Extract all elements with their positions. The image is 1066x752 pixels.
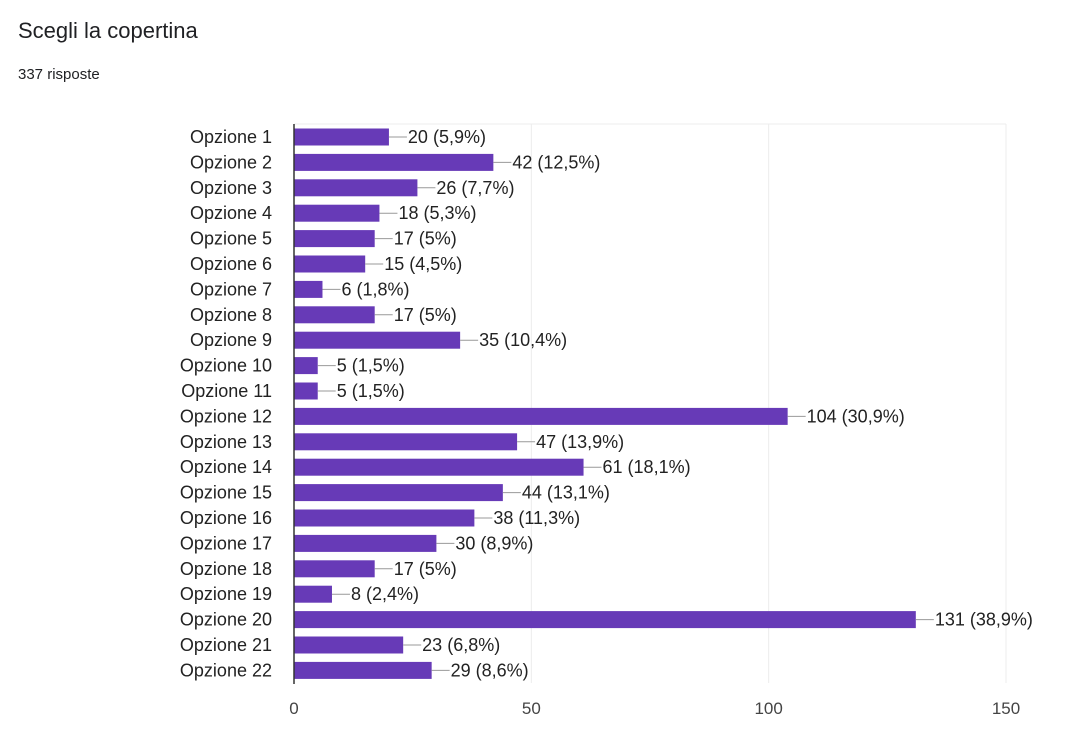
category-label: Opzione 14 [180, 457, 272, 477]
data-label: 17 (5%) [394, 305, 457, 325]
data-label: 5 (1,5%) [337, 356, 405, 376]
data-label: 20 (5,9%) [408, 127, 486, 147]
data-label: 104 (30,9%) [807, 406, 905, 426]
bar [294, 128, 389, 146]
category-label: Opzione 13 [180, 432, 272, 452]
bar [294, 534, 437, 552]
data-label: 6 (1,8%) [341, 279, 409, 299]
category-label: Opzione 17 [180, 533, 272, 553]
category-label: Opzione 7 [190, 279, 272, 299]
category-label: Opzione 5 [190, 229, 272, 249]
bar [294, 204, 380, 222]
category-label: Opzione 11 [181, 381, 272, 401]
bar [294, 255, 366, 273]
category-label: Opzione 18 [180, 559, 272, 579]
category-label: Opzione 20 [180, 610, 272, 630]
bar [294, 585, 332, 603]
data-label: 17 (5%) [394, 229, 457, 249]
data-label: 131 (38,9%) [935, 610, 1033, 630]
category-label: Opzione 2 [190, 152, 272, 172]
data-label: 5 (1,5%) [337, 381, 405, 401]
bar [294, 509, 475, 527]
data-label: 42 (12,5%) [512, 152, 600, 172]
bar [294, 636, 404, 654]
category-label: Opzione 10 [180, 356, 272, 376]
data-label: 15 (4,5%) [384, 254, 462, 274]
bar [294, 357, 318, 375]
bar [294, 179, 418, 197]
bar [294, 458, 584, 476]
data-label: 29 (8,6%) [451, 660, 529, 680]
bar [294, 331, 461, 349]
bar [294, 306, 375, 324]
category-label: Opzione 6 [190, 254, 272, 274]
category-label: Opzione 3 [190, 178, 272, 198]
bar [294, 433, 518, 451]
bar [294, 560, 375, 578]
category-label: Opzione 21 [180, 635, 272, 655]
bar [294, 280, 323, 298]
bar [294, 153, 494, 171]
x-tick-label: 100 [754, 699, 782, 718]
category-label: Opzione 12 [180, 406, 272, 426]
bar [294, 407, 788, 425]
category-label: Opzione 15 [180, 483, 272, 503]
category-label: Opzione 22 [180, 660, 272, 680]
x-tick-label: 150 [992, 699, 1020, 718]
x-tick-label: 0 [289, 699, 298, 718]
category-label: Opzione 1 [190, 127, 272, 147]
category-label: Opzione 8 [190, 305, 272, 325]
bar [294, 661, 432, 679]
bar [294, 611, 916, 629]
data-label: 26 (7,7%) [436, 178, 514, 198]
data-label: 23 (6,8%) [422, 635, 500, 655]
form-question-title: Scegli la copertina [18, 18, 198, 43]
data-label: 8 (2,4%) [351, 584, 419, 604]
data-label: 61 (18,1%) [603, 457, 691, 477]
data-label: 38 (11,3%) [493, 508, 580, 528]
data-label: 44 (13,1%) [522, 483, 610, 503]
data-label: 35 (10,4%) [479, 330, 567, 350]
bar [294, 382, 318, 400]
data-label: 18 (5,3%) [398, 203, 476, 223]
data-label: 17 (5%) [394, 559, 457, 579]
x-tick-label: 50 [522, 699, 541, 718]
category-label: Opzione 4 [190, 203, 272, 223]
response-count: 337 risposte [18, 66, 100, 83]
bar [294, 230, 375, 248]
category-label: Opzione 16 [180, 508, 272, 528]
category-label: Opzione 9 [190, 330, 272, 350]
bar [294, 484, 503, 502]
data-label: 47 (13,9%) [536, 432, 624, 452]
category-label: Opzione 19 [180, 584, 272, 604]
data-label: 30 (8,9%) [455, 533, 533, 553]
